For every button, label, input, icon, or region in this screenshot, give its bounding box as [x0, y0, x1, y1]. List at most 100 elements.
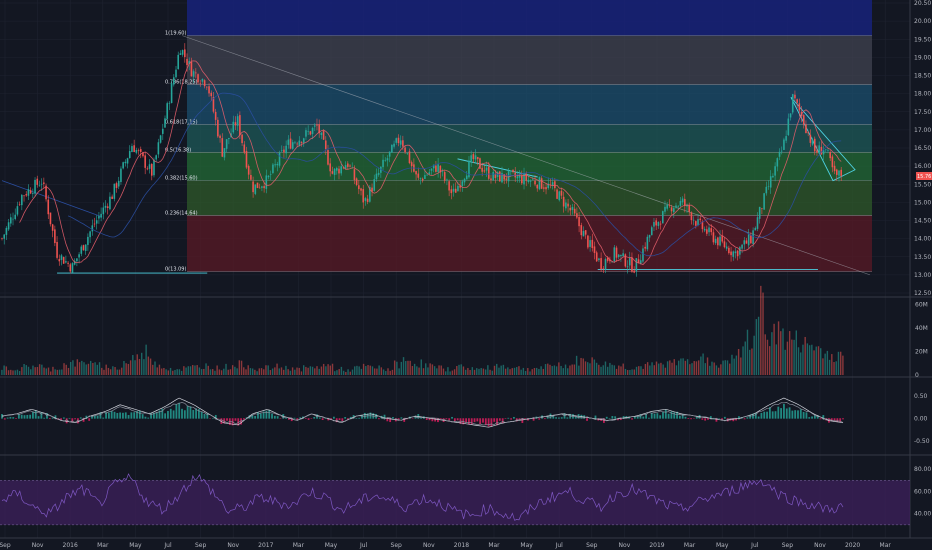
volume-bar [618, 365, 620, 375]
candle-body [71, 263, 74, 273]
volume-bar [56, 369, 59, 375]
macd-histogram-bar [150, 413, 152, 419]
candle-body [802, 115, 805, 125]
macd-histogram-bar [833, 418, 836, 421]
candle-body [472, 154, 475, 160]
macd-histogram-bar [107, 412, 110, 419]
volume-bar [47, 367, 50, 375]
candle-body [505, 178, 508, 180]
candle-body [780, 150, 783, 152]
volume-bar [269, 370, 272, 375]
volume-bar [3, 365, 5, 375]
candle-body [386, 158, 389, 161]
candle-body [333, 168, 336, 175]
candle-body [291, 142, 294, 149]
volume-bar [584, 361, 587, 375]
macd-histogram-bar [493, 418, 496, 422]
volume-bar [41, 364, 43, 375]
fib-band-0.5 [187, 124, 872, 153]
candle-body [503, 174, 505, 180]
candle-body [258, 187, 261, 189]
volume-bar [345, 371, 347, 375]
volume-bar [89, 360, 92, 375]
candle-body [89, 231, 91, 238]
volume-bar [744, 341, 746, 375]
volume-bar [405, 361, 407, 375]
volume-bar [347, 369, 349, 375]
fibonacci-retracement[interactable]: 1(19.60) 0.786(18.25) 0.618(17.15) 0.5(16.3… [165, 0, 872, 273]
candle-body [18, 204, 21, 205]
macd-histogram-bar [836, 418, 839, 423]
candle-body [91, 225, 94, 232]
volume-bar [606, 366, 609, 375]
candle-body [617, 254, 620, 258]
candle-body [510, 170, 512, 172]
candle-body [498, 171, 501, 182]
volume-bar [247, 365, 249, 375]
candle-body [206, 86, 208, 88]
candle-body [426, 174, 428, 176]
candle-body [545, 187, 547, 190]
volume-bar [764, 334, 766, 375]
candle-body [280, 150, 283, 152]
macd-histogram-bar [400, 417, 403, 419]
candle-body [437, 164, 439, 172]
candle-body [335, 168, 338, 171]
candle-body [111, 196, 113, 199]
volume-bar [112, 366, 114, 375]
volume-bar [138, 359, 141, 375]
candle-body [573, 208, 576, 214]
candle-body [695, 221, 697, 226]
candle-body [430, 168, 433, 171]
candle-body [448, 181, 450, 191]
macd-histogram-bar [164, 413, 167, 419]
volume-bar [717, 367, 720, 375]
volume-bar [802, 344, 804, 375]
price-axis[interactable]: 20.50 20.00 19.50 19.00 18.50 18.00 17.50 17.00… [914, 0, 931, 297]
candle-body [432, 164, 435, 169]
rsi-tick-label: 40.00 [914, 511, 931, 518]
time-axis[interactable]: Sep Nov 2016 Mar May Jul Sep Nov 2017 Mar May Jul Se… [0, 542, 891, 549]
volume-bar [147, 356, 150, 375]
last-price-value: 15.76 [917, 174, 931, 180]
candle-body [7, 222, 10, 230]
time-tick-label: Jul [359, 542, 368, 549]
macd-histogram-bar [588, 418, 591, 419]
macd-histogram-bar [777, 406, 780, 419]
volume-bar [129, 360, 132, 375]
candle-body [600, 258, 602, 270]
volume-bar [453, 369, 456, 375]
candle-body [139, 149, 142, 152]
fib-label-1: 1(19.60) [165, 31, 186, 37]
volume-bar [471, 367, 474, 375]
candle-body [203, 80, 206, 87]
volume-bar [327, 364, 329, 375]
volume-bar [498, 367, 500, 375]
macd-histogram-bar [712, 417, 715, 419]
volume-bar [107, 367, 110, 375]
macd-histogram-bar [490, 418, 493, 427]
macd-histogram-bar [797, 410, 799, 419]
candle-body [153, 159, 155, 176]
macd-histogram-bar [479, 418, 482, 425]
volume-bar [143, 359, 145, 375]
macd-histogram-bar [386, 418, 389, 422]
volume-bar [509, 369, 511, 375]
candle-body [241, 134, 243, 144]
volume-bar [735, 355, 738, 375]
trendlines[interactable] [1, 35, 871, 276]
candle-body [824, 149, 827, 151]
macd-histogram-bar [501, 418, 504, 424]
macd-histogram-bar [653, 413, 656, 419]
candle-body [393, 143, 395, 147]
candle-body [470, 155, 472, 161]
volume-bar [591, 357, 593, 375]
candle-body [250, 175, 252, 180]
volume-bar [54, 369, 56, 375]
volume-bar [622, 363, 624, 375]
volume-bar [757, 316, 760, 375]
candle-body [439, 165, 442, 173]
macd-histogram-bar [257, 412, 259, 419]
volume-bar [629, 369, 631, 375]
